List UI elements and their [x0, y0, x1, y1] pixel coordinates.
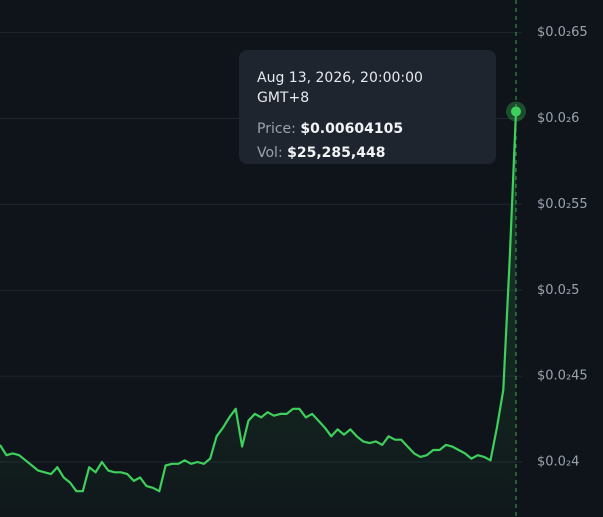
price-value: $0.00604105	[300, 121, 404, 137]
tooltip-price: Price: $0.00604105	[257, 119, 478, 139]
tooltip-date: Aug 13, 2026, 20:00:00 GMT+8	[257, 70, 423, 106]
y-tick-label: $0.0₂45	[537, 369, 588, 384]
y-tick-label: $0.0₂5	[537, 283, 579, 298]
y-tick-label: $0.0₂6	[537, 111, 579, 126]
tooltip: Aug 13, 2026, 20:00:00 GMT+8 Price: $0.0…	[239, 50, 496, 164]
volume-label: Vol:	[257, 145, 283, 161]
y-tick-label: $0.0₂65	[537, 25, 588, 40]
tooltip-volume: Vol: $25,285,448	[257, 143, 478, 163]
y-tick-label: $0.0₂55	[537, 197, 588, 212]
volume-value: $25,285,448	[287, 145, 386, 161]
hover-point	[511, 106, 521, 117]
price-label: Price:	[257, 121, 296, 137]
price-line	[0, 111, 518, 493]
area	[0, 111, 516, 517]
y-tick-label: $0.0₂4	[537, 455, 579, 470]
